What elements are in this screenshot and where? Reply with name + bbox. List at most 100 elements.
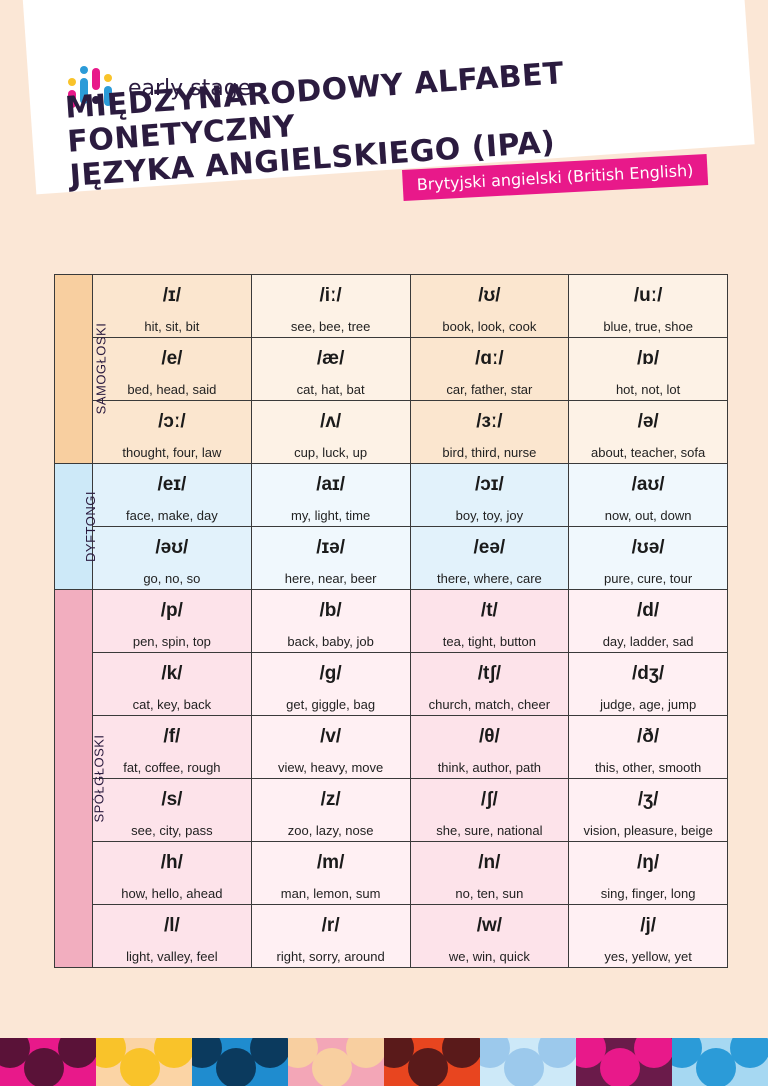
ipa-symbol: /ə/ xyxy=(637,410,659,432)
ipa-symbol: /ɪ/ xyxy=(162,284,181,306)
ipa-examples: bed, head, said xyxy=(127,381,217,397)
ipa-examples: back, baby, job xyxy=(287,633,374,649)
ipa-symbol: /p/ xyxy=(160,599,183,621)
ipa-examples: no, ten, sun xyxy=(455,885,524,901)
footer-tile xyxy=(0,1038,96,1086)
ipa-cell: /ʊə/pure, cure, tour xyxy=(568,526,728,590)
footer-tile xyxy=(384,1038,480,1086)
ipa-cell: /ʃ/she, sure, national xyxy=(409,778,570,842)
ipa-examples: there, where, care xyxy=(436,570,542,586)
ipa-cell: /aʊ/now, out, down xyxy=(568,463,728,527)
ipa-examples: zoo, lazy, nose xyxy=(287,822,374,838)
ipa-symbol: /ɜː/ xyxy=(476,410,503,432)
ipa-symbol: /g/ xyxy=(319,662,342,684)
brand-logo: early stage xyxy=(66,64,251,112)
ipa-row: /h/how, hello, ahead/m/man, lemon, sum/n… xyxy=(55,841,728,905)
ipa-examples: fat, coffee, rough xyxy=(123,759,221,775)
footer-blob-shape xyxy=(154,1038,192,1068)
ipa-examples: go, no, so xyxy=(143,570,201,586)
ipa-examples: now, out, down xyxy=(604,507,692,523)
category-consonants: SPÓŁGŁOSKI xyxy=(54,589,107,968)
ipa-examples: tea, tight, button xyxy=(442,633,536,649)
ipa-row: /ɔː/thought, four, law/ʌ/cup, luck, up/ɜ… xyxy=(55,400,728,464)
ipa-examples: thought, four, law xyxy=(122,444,222,460)
ipa-symbol: /ŋ/ xyxy=(637,851,660,873)
ipa-cell: /eə/there, where, care xyxy=(409,526,570,590)
ipa-symbol: /j/ xyxy=(640,914,657,936)
ipa-cell: /ʊ/book, look, cook xyxy=(409,274,570,338)
ipa-examples: man, lemon, sum xyxy=(280,885,381,901)
ipa-cell: /w/we, win, quick xyxy=(409,904,570,968)
ipa-symbol: /ʊ/ xyxy=(478,284,501,306)
ipa-cell: /d/day, ladder, sad xyxy=(568,589,728,653)
ipa-examples: think, author, path xyxy=(437,759,542,775)
footer-blob-shape xyxy=(58,1038,96,1068)
ipa-examples: boy, toy, joy xyxy=(455,507,524,523)
ipa-examples: view, heavy, move xyxy=(277,759,384,775)
ipa-cell: /uː/blue, true, shoe xyxy=(568,274,728,338)
category-label: DYFTONGI xyxy=(82,490,98,562)
ipa-examples: face, make, day xyxy=(125,507,218,523)
ipa-examples: this, other, smooth xyxy=(595,759,702,775)
ipa-symbol: /dʒ/ xyxy=(632,662,665,684)
ipa-examples: blue, true, shoe xyxy=(603,318,693,334)
brand-name: early stage xyxy=(128,75,252,101)
ipa-examples: see, bee, tree xyxy=(290,318,371,334)
ipa-cell: /k/cat, key, back xyxy=(92,652,252,716)
footer-blob-shape xyxy=(408,1048,448,1086)
ipa-cell: /b/back, baby, job xyxy=(250,589,411,653)
ipa-row: SPÓŁGŁOSKI/p/pen, spin, top/b/back, baby… xyxy=(54,589,728,968)
footer-blob-shape xyxy=(504,1048,544,1086)
category-vowels: SAMOGŁOSKI xyxy=(54,274,108,464)
ipa-symbol: /ʊə/ xyxy=(631,536,665,558)
ipa-symbol: /z/ xyxy=(320,788,341,810)
ipa-cell: /m/man, lemon, sum xyxy=(250,841,411,905)
ipa-examples: vision, pleasure, beige xyxy=(583,822,713,838)
ipa-symbol: /θ/ xyxy=(478,725,500,747)
footer-blob-shape xyxy=(634,1038,672,1068)
ipa-symbol: /ʌ/ xyxy=(320,410,342,432)
ipa-cell: /θ/think, author, path xyxy=(409,715,570,779)
ipa-cell: /e/bed, head, said xyxy=(92,337,252,401)
ipa-examples: pen, spin, top xyxy=(132,633,211,649)
footer-tile xyxy=(192,1038,288,1086)
category-label: SAMOGŁOSKI xyxy=(93,322,109,415)
ipa-cell: /t/tea, tight, button xyxy=(409,589,570,653)
ipa-symbol: /aʊ/ xyxy=(631,473,665,495)
ipa-symbol: /eə/ xyxy=(473,536,506,558)
ipa-cell: /l/light, valley, feel xyxy=(92,904,252,968)
ipa-examples: bird, third, nurse xyxy=(442,444,537,460)
footer-blob-shape xyxy=(216,1048,256,1086)
ipa-examples: book, look, cook xyxy=(442,318,537,334)
ipa-examples: pure, cure, tour xyxy=(604,570,693,586)
ipa-cell: /ð/this, other, smooth xyxy=(568,715,728,779)
ipa-symbol: /v/ xyxy=(320,725,342,747)
footer-tile xyxy=(480,1038,576,1086)
ipa-symbol: /ʒ/ xyxy=(637,788,659,810)
ipa-cell: /z/zoo, lazy, nose xyxy=(250,778,411,842)
ipa-cell: /iː/see, bee, tree xyxy=(250,274,411,338)
ipa-examples: yes, yellow, yet xyxy=(604,948,692,964)
ipa-symbol: /l/ xyxy=(163,914,180,936)
ipa-cell: /g/get, giggle, bag xyxy=(250,652,411,716)
early-stage-logo-icon xyxy=(66,64,118,112)
ipa-cell: /ə/about, teacher, sofa xyxy=(568,400,728,464)
ipa-examples: we, win, quick xyxy=(448,948,530,964)
ipa-examples: hot, not, lot xyxy=(615,381,681,397)
footer-blob-shape xyxy=(600,1048,640,1086)
ipa-cell: /eɪ/face, make, day xyxy=(92,463,252,527)
ipa-cell: /ɑː/car, father, star xyxy=(409,337,570,401)
category-label: SPÓŁGŁOSKI xyxy=(91,733,107,823)
ipa-symbol: /æ/ xyxy=(316,347,345,369)
ipa-symbol: /h/ xyxy=(160,851,183,873)
ipa-cell: /ɒ/hot, not, lot xyxy=(568,337,728,401)
ipa-examples: hit, sit, bit xyxy=(144,318,200,334)
ipa-symbol: /w/ xyxy=(476,914,503,936)
ipa-examples: car, father, star xyxy=(446,381,533,397)
footer-tile xyxy=(288,1038,384,1086)
ipa-symbol: /b/ xyxy=(319,599,342,621)
footer-tile xyxy=(96,1038,192,1086)
footer-blob-shape xyxy=(120,1048,160,1086)
ipa-symbol: /tʃ/ xyxy=(477,662,501,684)
ipa-examples: my, light, time xyxy=(291,507,371,523)
